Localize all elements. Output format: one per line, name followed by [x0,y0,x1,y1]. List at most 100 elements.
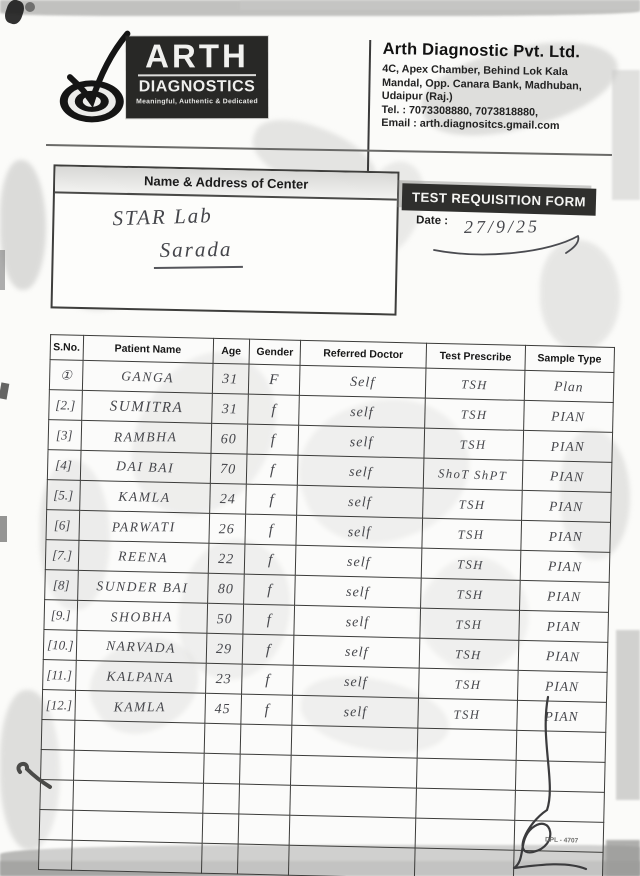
scan-smudge [40,460,110,610]
company-name: Arth Diagnostic Pvt. Ltd. [382,39,581,62]
handwritten-sno: [2.] [55,396,76,413]
handwritten-gender: f [267,581,272,598]
cell-gender: f [244,544,296,576]
form-title-bar: TEST REQUISITION FORM [401,183,597,216]
handwritten-sample: PIAN [547,557,583,575]
empty-cell [73,750,204,784]
cell-sno: [11.] [42,659,76,691]
cell-sample-type: PIAN [523,400,614,433]
empty-cell [289,785,417,819]
cell-referred-doctor: Self [299,365,426,399]
cell-sample-type: PIAN [521,460,612,493]
empty-cell [201,843,239,875]
cell-patient-name: KAMLA [74,690,206,724]
logo: ARTH DIAGNOSTICS Meaningful, Authentic &… [50,21,281,133]
cell-sample-type: PIAN [518,610,609,643]
scan-edge-band [616,630,640,800]
handwritten-test: TSH [453,707,481,722]
handwritten-name: SUNDER BAI [96,577,189,595]
handwritten-name: REENA [117,547,169,565]
handwritten-test: TSH [457,556,485,572]
cell-patient-name: SUNDER BAI [77,570,208,604]
header-sno: S.No. [50,334,84,361]
handwritten-sample: PIAN [550,438,585,454]
header-age: Age [212,338,250,365]
cell-sample-type: PIAN [519,550,610,583]
cell-referred-doctor: self [296,485,424,519]
empty-cell [71,840,202,874]
cell-patient-name: KAMLA [79,480,210,514]
cell-sno: [2.] [48,389,82,421]
handwritten-age: 50 [217,611,234,627]
cell-test-prescribe: TSH [421,518,522,551]
handwritten-age: 70 [220,461,237,478]
handwritten-sample: PIAN [546,618,581,634]
handwritten-test: TSH [461,376,489,392]
cell-age: 45 [204,693,242,725]
ink-blot [0,516,7,542]
pen-mark [16,761,52,789]
empty-cell [290,755,418,789]
empty-cell [240,724,292,756]
ink-blot [0,250,5,290]
cell-test-prescribe: TSH [419,638,519,671]
handwritten-gender: f [271,401,276,418]
cell-patient-name: KALPANA [75,660,206,694]
empty-cell [201,813,239,845]
handwritten-test: ShoT ShPT [437,465,508,483]
handwritten-age: 45 [215,701,232,717]
header-sample-type: Sample Type [524,345,615,373]
handwritten-age: 29 [216,641,233,657]
center-address-box: Name & Address of Center STAR Lab Sarada [50,164,400,316]
handwritten-sample: PIAN [549,467,585,485]
cell-patient-name: SHOBHA [76,600,208,634]
company-info: Arth Diagnostic Pvt. Ltd. 4C, Apex Chamb… [381,40,623,135]
cell-referred-doctor: self [293,605,421,639]
handwritten-gender: f [269,491,274,508]
cell-age: 29 [205,633,244,665]
handwritten-age: 24 [219,491,236,507]
empty-cell [239,754,292,786]
cell-sno: [3] [48,419,82,451]
handwritten-age: 31 [222,371,239,388]
handwritten-doctor: self [343,674,368,690]
handwritten-name: SUMITRA [109,398,184,416]
cell-age: 31 [211,363,250,395]
scan-edge-band [612,70,640,200]
handwritten-doctor: Self [349,374,376,391]
cell-age: 23 [205,663,243,695]
empty-cell [291,725,418,759]
empty-cell [39,809,73,841]
cell-referred-doctor: self [292,665,420,699]
handwritten-sno: [4] [55,456,73,473]
cell-gender: F [248,364,300,396]
handwritten-sno: [9.] [50,606,71,622]
cell-sample-type: PIAN [522,430,613,463]
cell-patient-name: NARVADA [75,630,207,664]
cell-patient-name: SUMITRA [81,390,212,424]
cell-gender: f [242,634,294,666]
handwritten-name: NARVADA [105,637,177,656]
cell-sno: ① [49,359,83,391]
handwritten-test: TSH [458,527,485,542]
cell-age: 31 [211,393,249,425]
empty-cell [238,814,290,846]
cell-age: 60 [210,423,248,455]
handwritten-test: TSH [460,406,488,422]
cell-sample-type: Plan [523,370,614,403]
cell-sno: [5.] [46,479,80,511]
cell-test-prescribe: ShoT ShPT [423,458,523,491]
handwritten-doctor: self [344,644,369,661]
cell-sample-type: PIAN [521,490,612,523]
cell-patient-name: GANGA [81,360,213,394]
scan-edge-band [606,840,640,876]
cell-patient-name: REENA [77,540,209,574]
scan-smudge [540,240,620,350]
cell-patient-name: DAI BAI [79,450,211,484]
handwritten-doctor: self [346,554,371,571]
cell-gender: f [245,514,297,546]
handwritten-sample: PIAN [546,587,582,604]
handwritten-age: 26 [219,521,236,537]
cell-sno: [4] [47,449,81,481]
empty-cell [73,720,205,754]
